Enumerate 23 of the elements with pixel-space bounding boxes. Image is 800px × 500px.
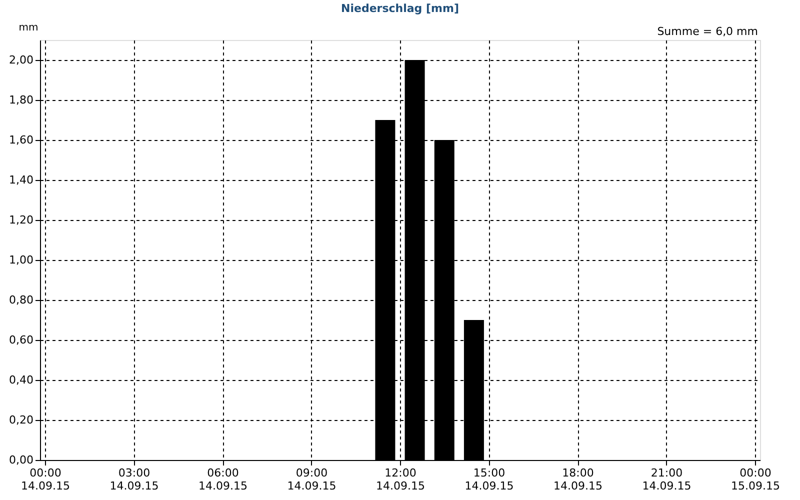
y-tick-label: 1,80 — [9, 94, 34, 106]
y-tick-label: 2,00 — [9, 54, 34, 66]
x-tick-label: 00:00 14.09.15 — [21, 466, 70, 492]
x-tick-label: 06:00 14.09.15 — [198, 466, 248, 492]
y-tick-label: 1,60 — [9, 134, 34, 146]
y-axis-title: mm — [18, 22, 38, 34]
x-tick-label: 12:00 14.09.15 — [376, 466, 425, 492]
text: Summe = 6,0 mm — [657, 25, 758, 38]
x-tick-label: 03:00 14.09.15 — [110, 466, 159, 492]
x-tick-label: 18:00 14.09.15 — [554, 466, 602, 492]
y-tick-label: 0,40 — [9, 374, 34, 386]
y-tick-label: 1,00 — [9, 254, 34, 266]
x-tick-label: 09:00 14.09.15 — [287, 466, 336, 492]
x-tick-label: 00:00 15.09.15 — [731, 466, 780, 492]
y-tick-label: 0,20 — [9, 414, 34, 426]
y-tick-label: 1,40 — [9, 174, 34, 186]
y-tick-label: 1,20 — [9, 214, 34, 226]
y-tick-label: 0,00 — [9, 454, 34, 466]
y-tick-label: 0,80 — [9, 294, 34, 306]
x-tick-label: 21:00 14.09.15 — [642, 466, 692, 492]
y-tick-label: 0,60 — [9, 334, 34, 346]
chart-title: Niederschlag [mm] — [341, 2, 459, 15]
x-tick-label: 15:00 14.09.15 — [464, 466, 514, 492]
